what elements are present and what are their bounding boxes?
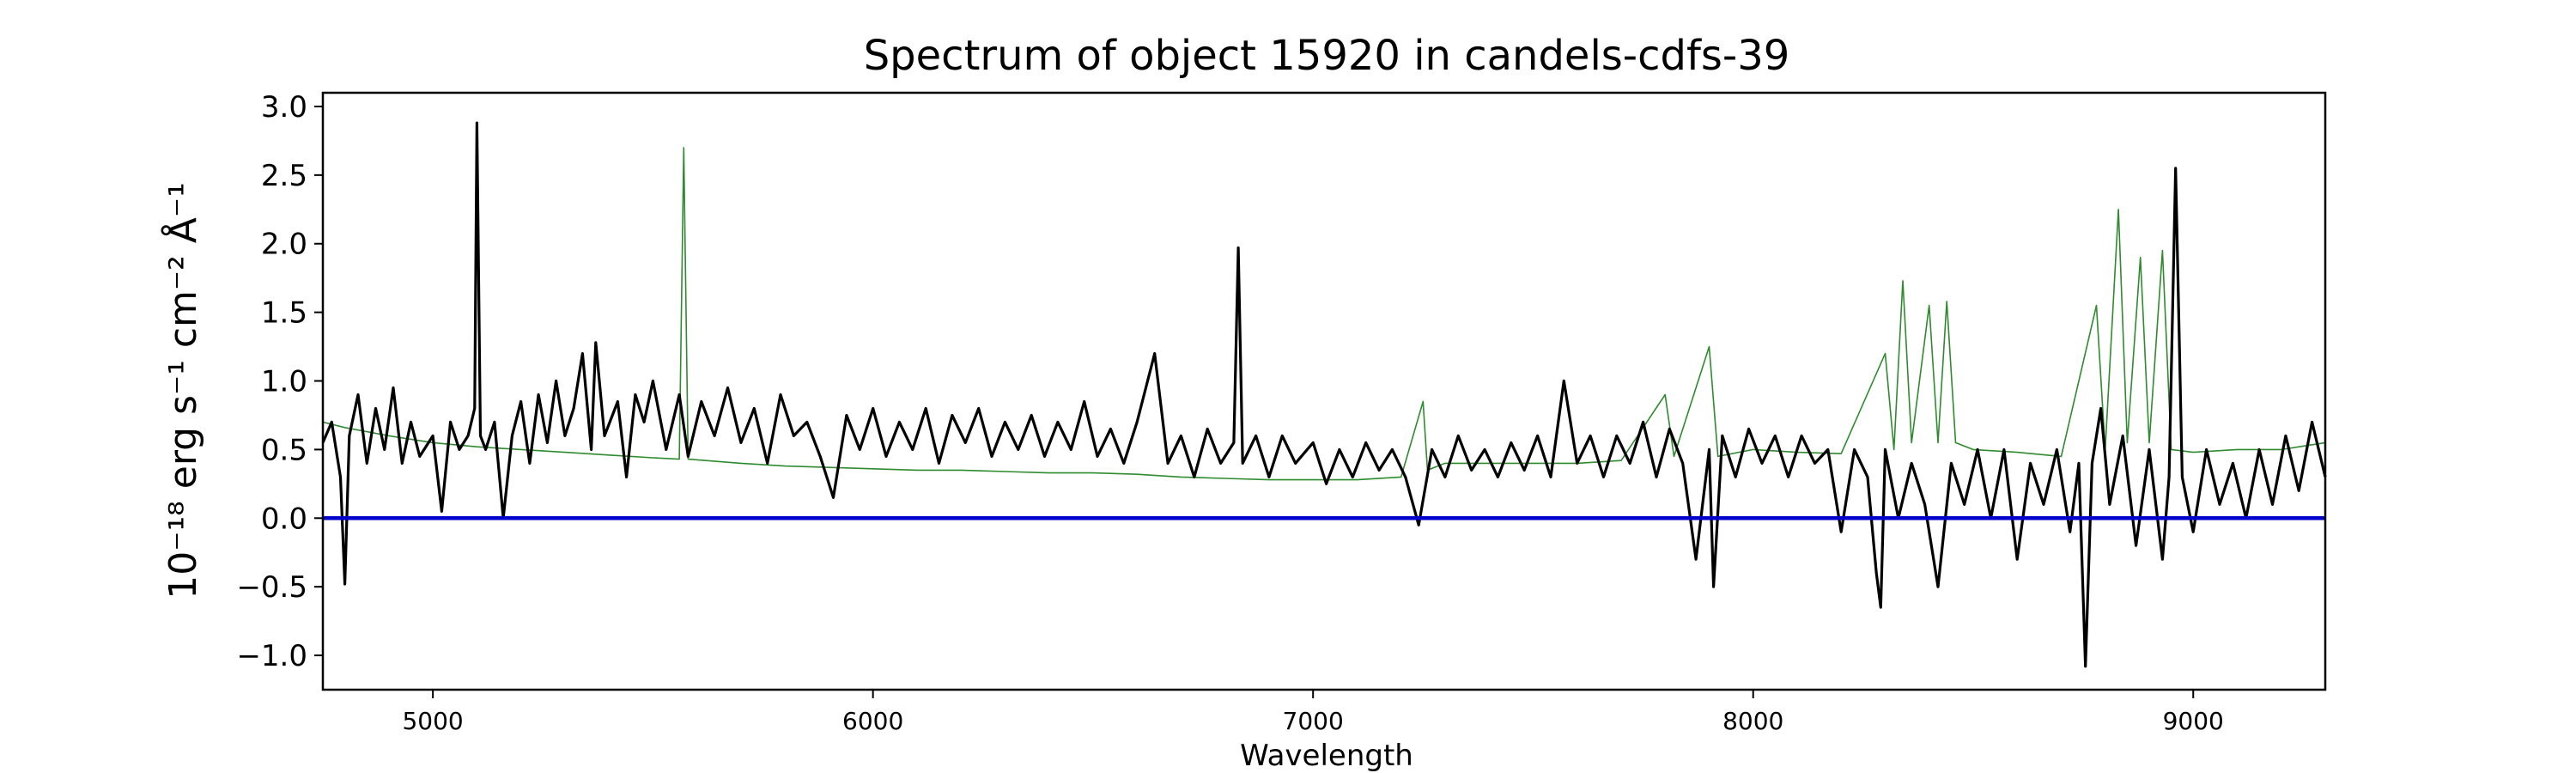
x-tick-label: 8000 — [1722, 707, 1783, 735]
y-axis-label: 10⁻¹⁸ erg s⁻¹ cm⁻² Å⁻¹ — [160, 182, 205, 599]
y-tick-label: 1.0 — [261, 365, 307, 399]
y-tick-label: 0.0 — [261, 502, 307, 536]
error-series-line — [322, 147, 2326, 481]
x-tick-label: 7000 — [1283, 707, 1344, 735]
x-tick-label: 6000 — [842, 707, 903, 735]
y-axis-ticks: 3.0 2.5 2.0 1.5 1.0 0.5 0.0 −0.5 −1.0 — [236, 90, 323, 673]
x-tick-label: 5000 — [402, 707, 463, 735]
x-tick-label: 9000 — [2163, 707, 2224, 735]
y-tick-label: 0.5 — [261, 433, 307, 467]
y-tick-label: 3.0 — [261, 90, 307, 125]
y-tick-label: −0.5 — [236, 570, 307, 605]
flux-series-line — [321, 121, 2327, 668]
chart-title: Spectrum of object 15920 in candels-cdfs… — [864, 32, 1790, 80]
plot-frame — [321, 91, 2327, 691]
x-axis-label: Wavelength — [1240, 739, 1413, 773]
series-layer — [321, 121, 2327, 668]
x-axis-ticks: 5000 6000 7000 8000 9000 — [402, 690, 2224, 735]
y-tick-label: 1.5 — [261, 296, 307, 331]
y-tick-label: 2.5 — [261, 159, 307, 193]
y-tick-label: 2.0 — [261, 228, 307, 262]
y-tick-label: −1.0 — [236, 639, 307, 673]
